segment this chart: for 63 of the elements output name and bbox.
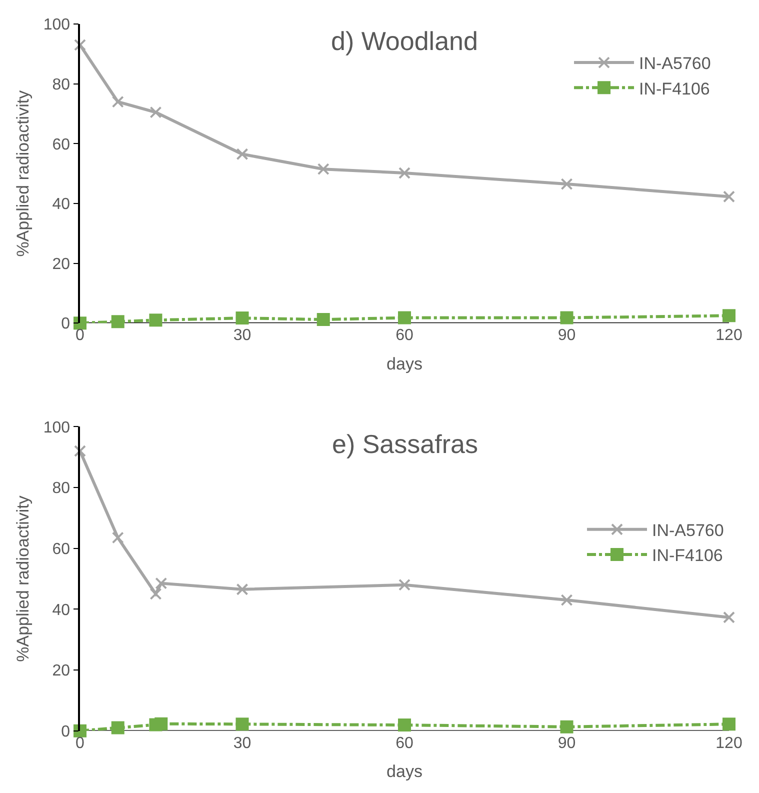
y-tick-label: 100 — [43, 16, 70, 34]
x-tick-label: 120 — [716, 734, 742, 752]
point — [398, 578, 410, 591]
point — [74, 316, 86, 330]
point — [560, 178, 573, 190]
y-tick-label: 80 — [52, 76, 70, 94]
point — [722, 718, 736, 731]
point — [111, 315, 124, 328]
y-tick-label: 60 — [52, 136, 70, 154]
y-tick-label: 60 — [52, 540, 70, 558]
x-tick-label: 60 — [396, 327, 414, 344]
legend-label: IN-F4106 — [639, 79, 710, 98]
point — [560, 720, 574, 734]
chart-title: d) Woodland — [331, 26, 478, 56]
point — [150, 588, 162, 600]
point — [154, 717, 168, 730]
point — [155, 577, 168, 590]
x-tick-label: 120 — [716, 327, 742, 344]
x-tick-label: 60 — [396, 734, 414, 752]
point — [236, 583, 248, 596]
point — [112, 96, 124, 108]
chart-title: e) Sassafras — [332, 429, 478, 459]
point — [74, 38, 86, 51]
legend-label: IN-A5760 — [639, 54, 711, 74]
x-tick-label: 90 — [558, 734, 576, 752]
point — [236, 148, 248, 160]
point — [149, 314, 162, 327]
point — [317, 163, 330, 176]
point — [111, 721, 124, 734]
x-tick-label: 30 — [233, 327, 252, 344]
point — [723, 611, 735, 624]
legend-label: IN-A5760 — [652, 521, 724, 540]
point — [398, 718, 411, 732]
legend-label: IN-F4106 — [652, 546, 723, 566]
point — [398, 166, 410, 179]
point — [74, 724, 86, 738]
y-tick-label: 40 — [52, 602, 70, 619]
point — [236, 312, 249, 325]
x-axis-title: days — [386, 354, 422, 374]
point — [236, 718, 249, 731]
y-tick-label: 80 — [52, 480, 70, 498]
y-tick-label: 100 — [43, 419, 70, 436]
y-axis-title: %Applied radioactivity — [13, 495, 32, 662]
y-tick-label: 20 — [52, 256, 70, 273]
x-tick-label: 0 — [76, 734, 85, 752]
x-tick-label: 30 — [233, 734, 252, 752]
point — [316, 313, 330, 326]
point — [112, 532, 124, 544]
y-axis-title: %Applied radioactivity — [13, 90, 32, 257]
y-tick-label: 0 — [61, 723, 70, 740]
point — [150, 106, 162, 118]
y-tick-label: 0 — [61, 316, 70, 333]
point — [398, 311, 411, 324]
point — [560, 311, 574, 324]
point — [74, 445, 86, 458]
y-tick-label: 20 — [52, 662, 70, 680]
point — [560, 594, 573, 606]
y-tick-label: 40 — [52, 196, 70, 214]
point — [722, 309, 736, 322]
x-axis-title: days — [386, 762, 422, 782]
point — [723, 190, 735, 203]
x-tick-label: 90 — [558, 327, 576, 344]
x-tick-label: 0 — [76, 327, 85, 344]
